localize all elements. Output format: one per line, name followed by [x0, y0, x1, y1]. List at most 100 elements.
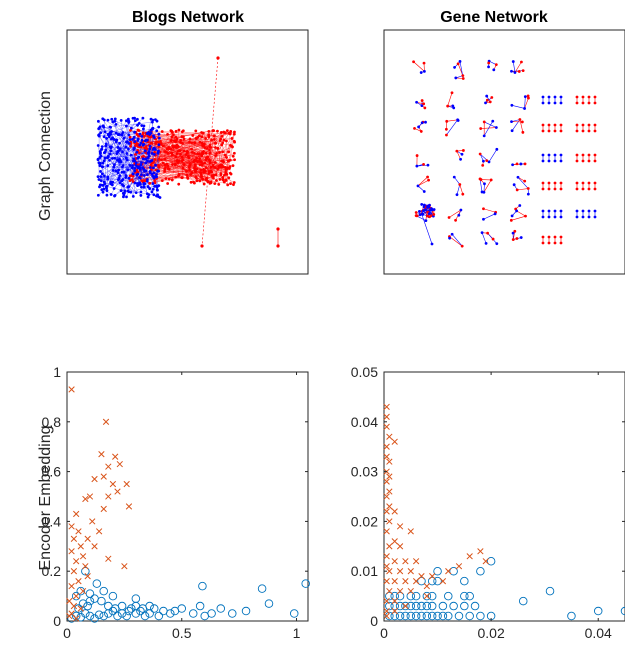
circle-marker [289, 609, 299, 618]
cross-marker [386, 543, 393, 550]
network-node [100, 172, 104, 176]
network-node [110, 137, 113, 141]
network-edge [417, 179, 429, 187]
network-node [518, 204, 522, 207]
network-node [511, 231, 515, 235]
network-node [199, 168, 203, 172]
network-node [488, 100, 492, 104]
network-node [99, 179, 103, 183]
network-node [166, 182, 170, 185]
network-node [480, 231, 484, 235]
network-node [113, 119, 117, 123]
network-node [485, 98, 489, 102]
network-node [134, 152, 137, 156]
circle-marker [257, 584, 267, 593]
network-node [186, 150, 189, 154]
cross-marker [105, 493, 112, 500]
network-node [152, 193, 156, 197]
network-edge [425, 209, 434, 215]
network-node [157, 169, 160, 173]
network-node [151, 187, 155, 191]
circle-marker [145, 601, 154, 611]
circle-marker [385, 611, 394, 621]
network-node [146, 151, 150, 155]
circle-marker [449, 566, 458, 576]
circle-marker [395, 611, 405, 621]
network-edge [160, 152, 227, 175]
y-tick-label: 0.05 [351, 364, 378, 380]
network-node [224, 179, 228, 182]
network-edge [447, 92, 453, 107]
circle-marker [454, 611, 464, 621]
circle-marker [385, 601, 394, 611]
y-tick-label: 0.04 [351, 414, 378, 430]
network-node [213, 161, 217, 164]
network-node [146, 131, 150, 135]
network-node [553, 235, 557, 239]
circle-marker [390, 601, 399, 611]
network-node [518, 118, 522, 121]
network-edge [228, 134, 235, 152]
cross-marker [439, 578, 447, 585]
network-node [208, 145, 212, 149]
network-edge [128, 186, 155, 192]
cross-marker [477, 548, 484, 555]
cross-marker [386, 458, 393, 465]
network-node [163, 167, 167, 171]
circle-marker [154, 611, 164, 621]
network-node [101, 165, 105, 169]
network-node [161, 144, 165, 148]
network-node [232, 151, 236, 155]
network-node [276, 244, 280, 248]
network-node [157, 132, 161, 136]
cross-marker [423, 592, 430, 600]
circle-marker [401, 601, 410, 611]
network-node [181, 166, 185, 170]
cross-marker [116, 460, 123, 468]
network-node [113, 163, 116, 166]
circle-marker [422, 601, 432, 611]
circle-marker [140, 611, 150, 621]
cross-marker [84, 535, 91, 542]
network-node [132, 157, 136, 161]
network-node [202, 144, 205, 147]
network-node [432, 213, 436, 216]
network-node [581, 181, 585, 185]
cross-marker [383, 508, 390, 515]
network-node [122, 195, 125, 199]
network-node [152, 134, 155, 138]
network-node [179, 152, 182, 156]
circle-marker [427, 601, 437, 611]
network-node [444, 127, 448, 131]
network-edge [417, 185, 425, 192]
network-node [541, 153, 545, 157]
network-node [125, 158, 129, 162]
cross-marker [418, 573, 425, 580]
network-node [121, 164, 125, 167]
network-node [456, 62, 460, 66]
network-node [195, 156, 199, 160]
network-node [232, 183, 235, 187]
network-node [181, 158, 185, 162]
network-node [96, 144, 100, 147]
circle-marker [108, 591, 118, 601]
network-node [553, 209, 557, 213]
network-node [559, 95, 563, 99]
network-edge [114, 139, 135, 161]
network-node [122, 170, 126, 174]
circle-marker [411, 591, 421, 601]
network-node [189, 173, 193, 177]
network-node [118, 160, 121, 164]
network-edge [524, 97, 529, 109]
network-node [188, 140, 191, 144]
network-node [453, 66, 456, 69]
cross-marker [79, 587, 87, 595]
network-node [199, 160, 203, 164]
gene-network-graph [412, 59, 597, 248]
network-node [593, 95, 597, 99]
network-edge [483, 183, 485, 193]
circle-marker [92, 579, 102, 588]
network-node [137, 121, 141, 125]
network-node [484, 101, 487, 105]
blogs-network-title: Blogs Network [132, 9, 244, 26]
